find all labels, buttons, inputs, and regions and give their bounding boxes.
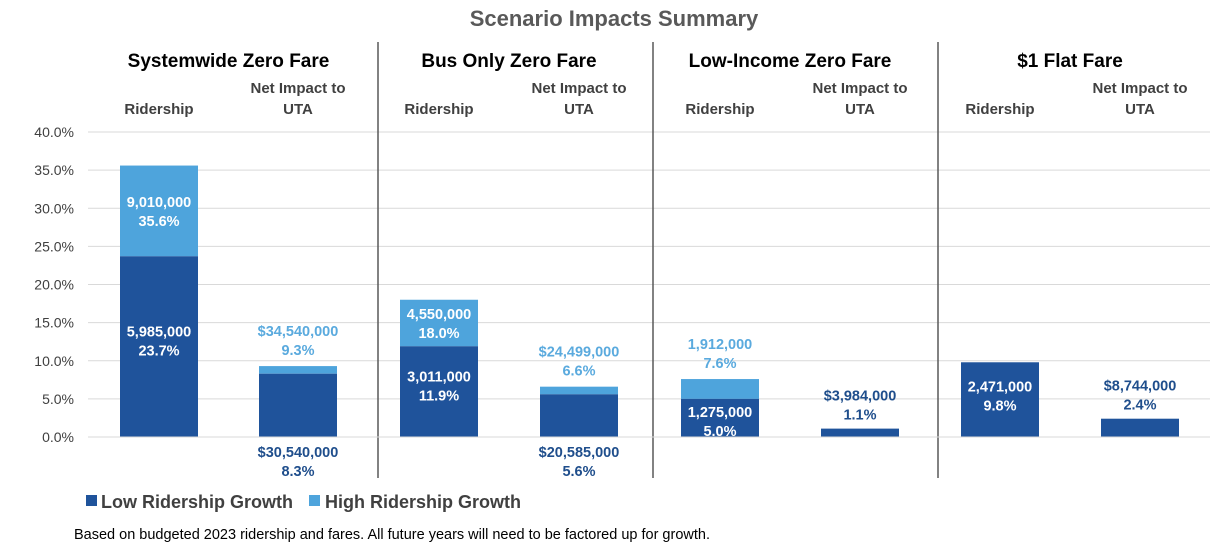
data-label-high: 9.3% <box>281 343 314 359</box>
bar-low-segment <box>1101 418 1179 437</box>
data-label-high: 18.0% <box>418 326 459 342</box>
bar-category-label: Ridership <box>404 101 473 118</box>
y-tick-label: 25.0% <box>34 238 74 254</box>
y-tick-label: 20.0% <box>34 277 74 293</box>
data-label-high: $34,540,000 <box>258 324 339 340</box>
bar-high-segment <box>540 386 618 395</box>
data-label-high: $24,499,000 <box>539 345 620 361</box>
group-title: $1 Flat Fare <box>1017 51 1123 72</box>
bar-category-label: Ridership <box>124 101 193 118</box>
data-label-low: 11.9% <box>419 389 459 405</box>
data-label-low: 2.4% <box>1123 398 1156 414</box>
bar-low-segment <box>120 256 198 437</box>
bar-category-label: Ridership <box>685 101 754 118</box>
legend-label-low: Low Ridership Growth <box>101 492 293 512</box>
chart-title: Scenario Impacts Summary <box>470 6 759 31</box>
bar-low-segment <box>681 398 759 437</box>
data-label-low: 5,985,000 <box>127 325 192 341</box>
bar-category-label: Net Impact to <box>250 80 345 97</box>
bar-low-segment <box>821 428 899 437</box>
bar-category-label: UTA <box>845 101 875 118</box>
bar-low-segment <box>540 394 618 437</box>
bar-low-segment <box>259 373 337 437</box>
group-title: Bus Only Zero Fare <box>421 51 596 72</box>
y-tick-label: 0.0% <box>42 429 74 445</box>
data-label-low: 23.7% <box>138 344 179 360</box>
data-label-low: $3,984,000 <box>824 389 897 405</box>
legend-label-high: High Ridership Growth <box>325 492 521 512</box>
y-tick-label: 10.0% <box>34 353 74 369</box>
data-label-high: 9,010,000 <box>127 195 192 211</box>
data-label-low: 5.0% <box>703 424 736 440</box>
bar-high-segment <box>259 366 337 374</box>
bar-category-label: UTA <box>1125 101 1155 118</box>
data-label-low: 2,471,000 <box>968 380 1033 396</box>
bar-category-label: Net Impact to <box>531 80 626 97</box>
group-title: Low-Income Zero Fare <box>689 51 892 72</box>
data-label-low: 1.1% <box>843 408 876 424</box>
bar-low-segment <box>961 362 1039 437</box>
y-tick-label: 30.0% <box>34 200 74 216</box>
y-tick-label: 15.0% <box>34 315 74 331</box>
footnote: Based on budgeted 2023 ridership and far… <box>74 527 710 543</box>
y-tick-label: 40.0% <box>34 124 74 140</box>
data-label-low: $8,744,000 <box>1104 379 1177 395</box>
data-label-high: 4,550,000 <box>407 307 472 323</box>
y-tick-label: 35.0% <box>34 162 74 178</box>
legend-swatch-high <box>309 495 320 506</box>
data-label-low: 9.8% <box>983 399 1016 415</box>
bar-category-label: UTA <box>283 101 313 118</box>
bar-high-segment <box>681 379 759 399</box>
group-title: Systemwide Zero Fare <box>128 51 330 72</box>
data-label-low: $30,540,000 <box>258 445 339 461</box>
bar-high-segment <box>400 299 478 347</box>
data-label-high: 35.6% <box>138 214 179 230</box>
data-label-high: 6.6% <box>562 364 595 380</box>
bar-low-segment <box>400 346 478 437</box>
data-label-low: 1,275,000 <box>688 405 753 421</box>
y-tick-label: 5.0% <box>42 391 74 407</box>
bar-category-label: Net Impact to <box>1092 80 1187 97</box>
bar-category-label: Ridership <box>965 101 1034 118</box>
data-label-high: 1,912,000 <box>688 337 753 353</box>
bar-category-label: Net Impact to <box>812 80 907 97</box>
data-label-low: 5.6% <box>562 464 595 480</box>
bar-high-segment <box>120 165 198 257</box>
data-label-low: 8.3% <box>281 464 314 480</box>
data-label-low: $20,585,000 <box>539 445 620 461</box>
bar-category-label: UTA <box>564 101 594 118</box>
legend-swatch-low <box>86 495 97 506</box>
data-label-high: 7.6% <box>703 356 736 372</box>
data-label-low: 3,011,000 <box>407 370 471 386</box>
